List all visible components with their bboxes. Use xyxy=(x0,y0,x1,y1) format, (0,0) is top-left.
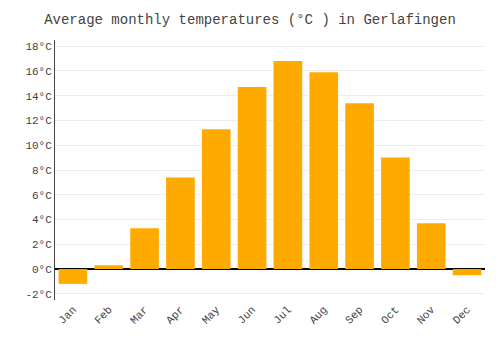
svg-text:10°C: 10°C xyxy=(25,140,52,152)
svg-text:16°C: 16°C xyxy=(25,66,52,78)
svg-text:Nov: Nov xyxy=(415,304,438,327)
svg-text:Jan: Jan xyxy=(56,304,78,326)
svg-text:Jun: Jun xyxy=(236,304,258,326)
svg-text:0°C: 0°C xyxy=(32,264,52,276)
svg-text:Dec: Dec xyxy=(451,304,473,326)
svg-text:Apr: Apr xyxy=(164,304,186,326)
svg-text:Jul: Jul xyxy=(271,304,293,326)
svg-text:Aug: Aug xyxy=(307,304,329,326)
svg-text:May: May xyxy=(200,304,223,327)
svg-text:14°C: 14°C xyxy=(25,91,52,103)
svg-text:18°C: 18°C xyxy=(25,41,52,53)
svg-text:Oct: Oct xyxy=(379,304,401,326)
svg-text:4°C: 4°C xyxy=(32,214,52,226)
svg-text:Feb: Feb xyxy=(92,304,114,326)
svg-text:8°C: 8°C xyxy=(32,165,52,177)
svg-text:12°C: 12°C xyxy=(25,115,52,127)
svg-text:-2°C: -2°C xyxy=(25,289,52,301)
svg-text:Average monthly temperatures (: Average monthly temperatures (°C ) in Ge… xyxy=(44,12,456,28)
svg-text:Sep: Sep xyxy=(343,304,365,326)
svg-text:Mar: Mar xyxy=(128,304,150,326)
svg-text:2°C: 2°C xyxy=(32,239,52,251)
svg-text:6°C: 6°C xyxy=(32,190,52,202)
